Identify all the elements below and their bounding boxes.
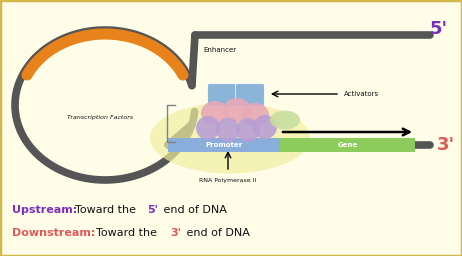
Text: Transcription Factors: Transcription Factors — [67, 115, 133, 121]
Ellipse shape — [241, 103, 269, 127]
Ellipse shape — [223, 98, 251, 122]
Text: 3': 3' — [170, 228, 181, 238]
Text: Activators: Activators — [344, 91, 379, 97]
Ellipse shape — [216, 118, 240, 142]
Text: end of DNA: end of DNA — [160, 205, 227, 215]
Text: Toward the: Toward the — [75, 205, 140, 215]
Bar — [168, 138, 280, 152]
FancyBboxPatch shape — [208, 84, 236, 106]
Text: Promoter: Promoter — [206, 142, 243, 148]
Text: Enhancer: Enhancer — [203, 47, 237, 53]
Bar — [280, 138, 415, 152]
Ellipse shape — [196, 116, 220, 140]
Text: 5': 5' — [430, 20, 448, 38]
Text: Downstream:: Downstream: — [12, 228, 95, 238]
Text: 5': 5' — [147, 205, 158, 215]
Text: Upstream:: Upstream: — [12, 205, 77, 215]
Text: RNA Polymerase II: RNA Polymerase II — [199, 178, 257, 183]
Ellipse shape — [236, 118, 260, 142]
Ellipse shape — [253, 115, 277, 139]
Ellipse shape — [201, 101, 229, 125]
Text: 3': 3' — [437, 136, 455, 154]
Text: end of DNA: end of DNA — [183, 228, 250, 238]
Ellipse shape — [270, 111, 300, 130]
Text: Gene: Gene — [337, 142, 358, 148]
Text: Toward the: Toward the — [96, 228, 160, 238]
Ellipse shape — [150, 102, 310, 174]
FancyBboxPatch shape — [236, 84, 264, 106]
